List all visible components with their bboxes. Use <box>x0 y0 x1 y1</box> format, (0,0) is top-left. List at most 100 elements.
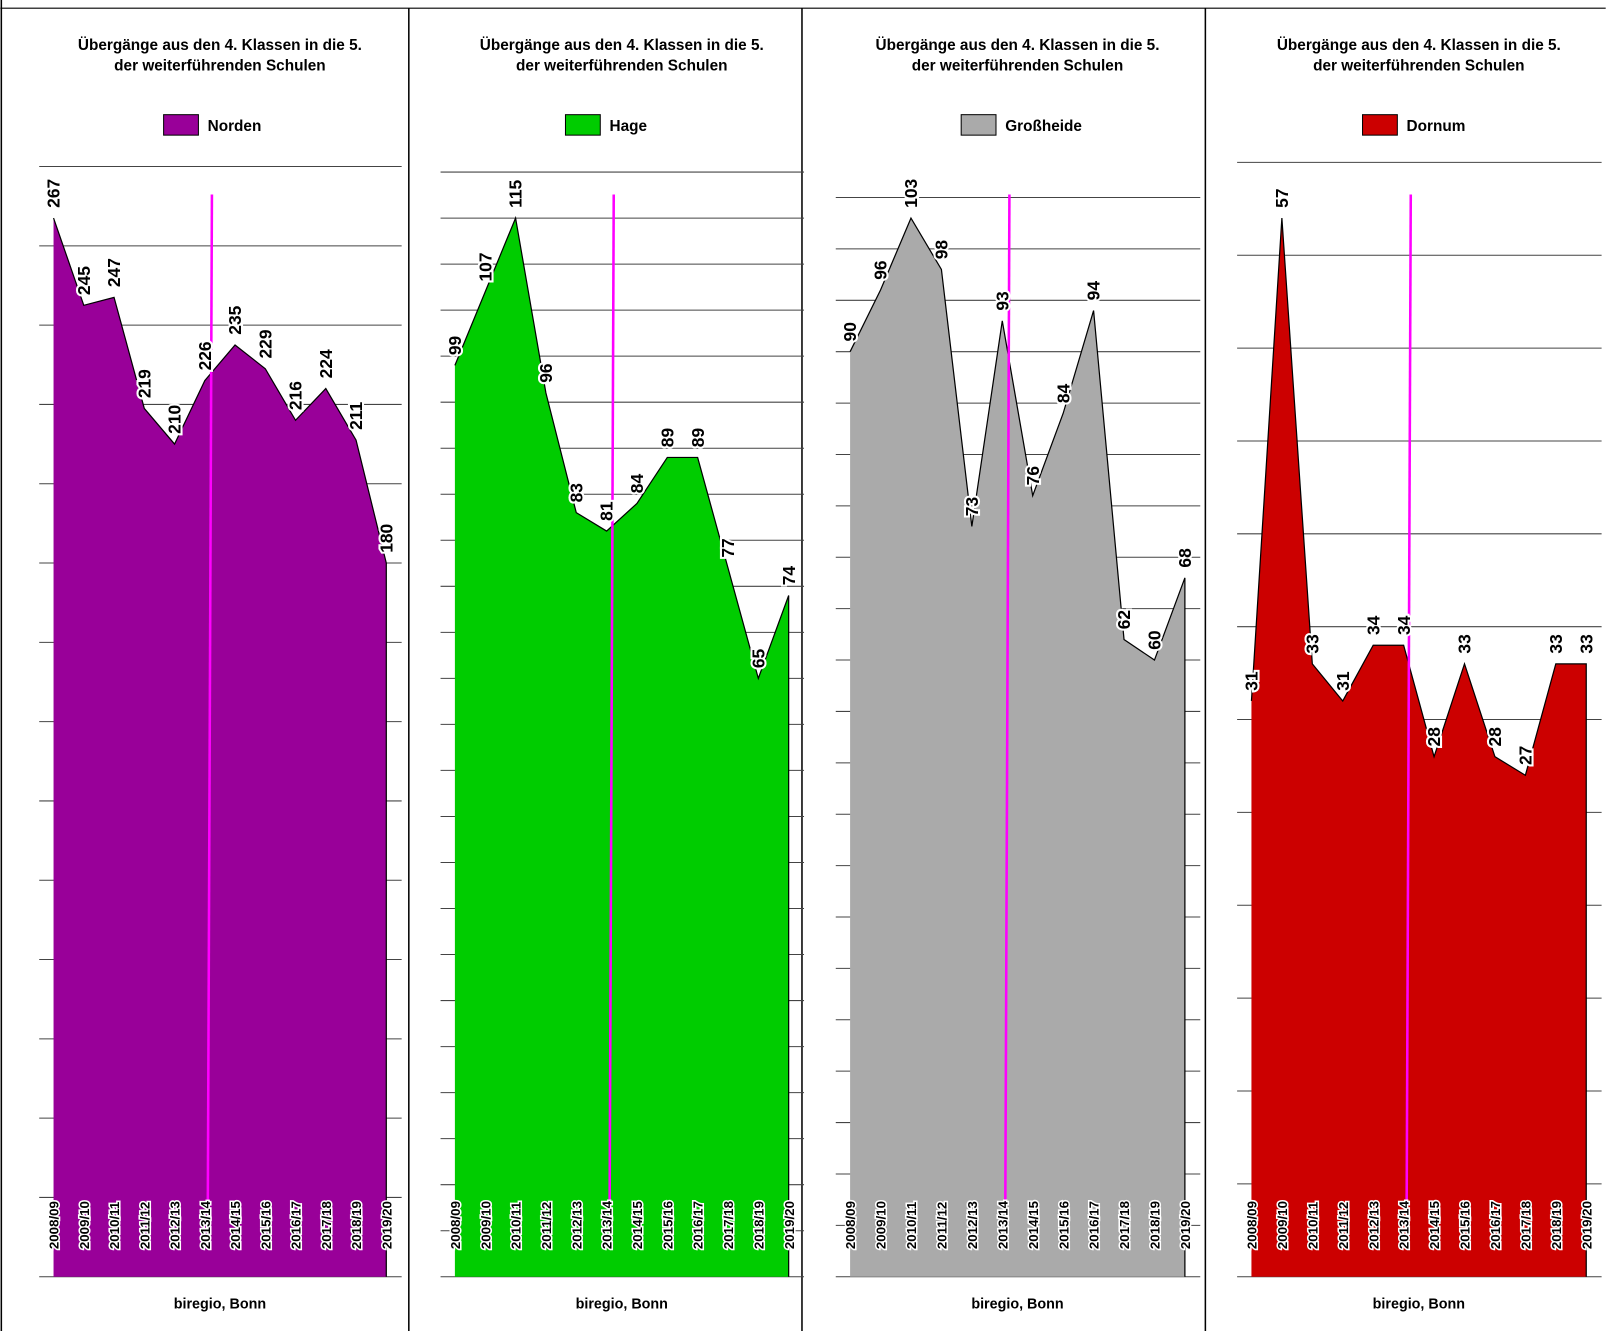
x-tick-label: 2008/09 <box>1245 1201 1260 1249</box>
value-label: 28 <box>1485 727 1505 747</box>
area-outline <box>52 217 387 1277</box>
chart-title: der weiterführenden Schulen <box>114 58 325 75</box>
x-tick-label: 2017/18 <box>721 1201 736 1249</box>
area-outline <box>454 215 790 1277</box>
x-tick-label: 2018/19 <box>1148 1201 1163 1249</box>
legend-label: Großheide <box>1005 118 1082 135</box>
value-label: 84 <box>627 474 647 494</box>
value-label: 89 <box>657 428 677 448</box>
x-tick-label: 2015/16 <box>1056 1201 1071 1249</box>
value-label: 33 <box>1302 634 1322 654</box>
legend-label: Hage <box>609 118 647 135</box>
value-label: 90 <box>840 322 860 341</box>
marker-line <box>1004 194 1011 1204</box>
x-tick-label: 2019/20 <box>782 1201 797 1249</box>
chart-title: Übergänge aus den 4. Klassen in die 5. <box>1277 37 1561 54</box>
x-tick-label: 2009/10 <box>77 1201 92 1249</box>
legend-label: Dornum <box>1407 118 1466 135</box>
source: biregio, Bonn <box>174 1296 266 1312</box>
value-label: 96 <box>871 260 891 280</box>
value-label: 81 <box>597 501 617 521</box>
x-tick-label: 2019/20 <box>1178 1201 1193 1249</box>
value-label: 62 <box>1114 610 1134 629</box>
chart-title: Übergänge aus den 4. Klassen in die 5. <box>480 37 764 54</box>
value-label: 77 <box>718 538 738 557</box>
value-label: 235 <box>225 305 245 334</box>
legend-label: Norden <box>208 118 262 135</box>
x-tick-label: 2016/17 <box>1087 1201 1102 1249</box>
x-tick-label: 2011/12 <box>1336 1202 1351 1249</box>
value-label: 34 <box>1363 615 1383 635</box>
value-label: 31 <box>1333 671 1353 691</box>
x-tick-label: 2008/09 <box>448 1201 463 1249</box>
value-label: 76 <box>1023 466 1043 486</box>
area-outline <box>849 216 1186 1277</box>
value-label: 89 <box>688 428 708 448</box>
source: biregio, Bonn <box>576 1296 668 1312</box>
x-tick-label: 2014/15 <box>630 1200 645 1249</box>
value-label: 60 <box>1145 630 1165 649</box>
legend-swatch <box>1362 114 1398 136</box>
value-label: 31 <box>1242 671 1262 691</box>
value-label: 83 <box>566 483 586 503</box>
chart-title: der weiterführenden Schulen <box>516 58 727 75</box>
value-label: 33 <box>1546 634 1566 654</box>
value-label: 245 <box>74 266 94 295</box>
value-label: 226 <box>195 341 215 370</box>
area <box>53 218 387 1277</box>
value-label: 267 <box>44 179 64 208</box>
value-label: 210 <box>165 405 185 434</box>
value-label: 115 <box>506 179 526 207</box>
marker-line <box>1405 194 1413 1204</box>
legend-swatch <box>960 114 997 136</box>
x-tick-label: 2008/09 <box>47 1201 62 1249</box>
value-label: 74 <box>779 566 799 586</box>
x-tick-label: 2018/19 <box>1549 1201 1564 1249</box>
x-tick-label: 2019/20 <box>379 1201 394 1249</box>
value-label: 180 <box>376 524 396 553</box>
area <box>850 218 1185 1277</box>
x-tick-label: 2016/17 <box>1488 1201 1503 1249</box>
value-label: 68 <box>1175 548 1195 568</box>
x-tick-label: 2016/17 <box>289 1201 304 1249</box>
value-label: 28 <box>1424 727 1444 747</box>
x-tick-label: 2012/13 <box>168 1201 183 1249</box>
x-tick-label: 2012/13 <box>569 1201 584 1249</box>
area-outline <box>1250 218 1587 1277</box>
x-tick-label: 2018/19 <box>751 1201 766 1249</box>
x-tick-label: 2013/14 <box>995 1200 1010 1249</box>
x-tick-label: 2010/11 <box>107 1201 122 1249</box>
x-tick-label: 2010/11 <box>509 1201 524 1249</box>
x-tick-label: 2017/18 <box>319 1201 334 1249</box>
legend-swatch <box>163 114 199 136</box>
x-tick-label: 2012/13 <box>1366 1201 1381 1249</box>
value-label: 103 <box>901 178 921 207</box>
source: biregio, Bonn <box>1373 1296 1465 1312</box>
value-label: 93 <box>992 291 1012 311</box>
chart-title: Übergänge aus den 4. Klassen in die 5. <box>876 37 1160 54</box>
source: biregio, Bonn <box>971 1296 1063 1312</box>
value-label: 73 <box>962 497 982 517</box>
x-tick-label: 2009/10 <box>1275 1201 1290 1249</box>
x-tick-label: 2010/11 <box>904 1201 919 1249</box>
value-label: 33 <box>1576 634 1596 654</box>
marker-line <box>206 194 214 1204</box>
value-label: 99 <box>445 335 465 355</box>
value-label: 65 <box>748 648 768 668</box>
marker-line <box>608 194 616 1204</box>
value-label: 96 <box>536 363 556 383</box>
value-label: 224 <box>316 349 336 378</box>
x-tick-label: 2017/18 <box>1117 1201 1132 1249</box>
x-tick-label: 2015/16 <box>660 1201 675 1249</box>
value-label: 247 <box>104 258 124 287</box>
x-tick-label: 2015/16 <box>1458 1201 1473 1249</box>
x-tick-label: 2011/12 <box>539 1202 554 1249</box>
legend-swatch <box>564 114 601 136</box>
value-label: 216 <box>286 381 306 410</box>
value-label: 94 <box>1084 281 1104 301</box>
x-tick-label: 2009/10 <box>478 1201 493 1249</box>
x-tick-label: 2013/14 <box>1397 1200 1412 1249</box>
x-tick-label: 2015/16 <box>258 1201 273 1249</box>
chart-title: Übergänge aus den 4. Klassen in die 5. <box>78 37 362 54</box>
